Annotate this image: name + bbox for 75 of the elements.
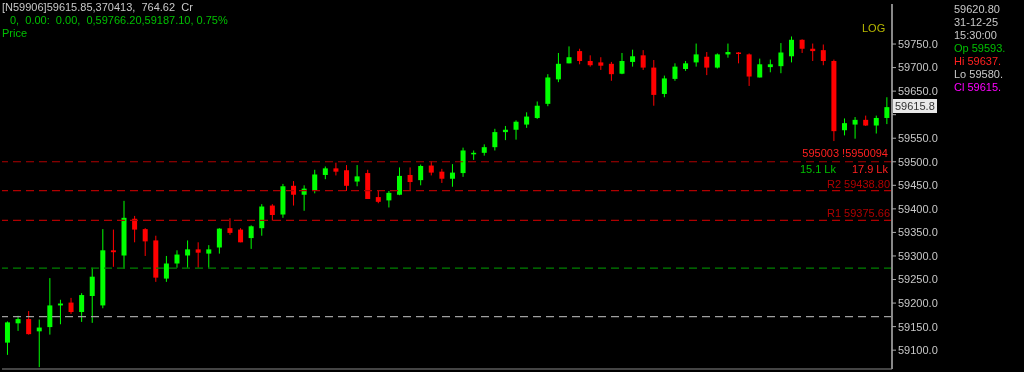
candlestick — [746, 52, 752, 87]
text: Lo 59580. — [954, 68, 1003, 80]
candlestick — [704, 51, 710, 76]
candlestick — [566, 45, 572, 64]
candlestick — [789, 36, 795, 63]
candlestick — [640, 49, 646, 71]
candlestick — [608, 61, 614, 82]
y-tick-label: 59300.0 — [898, 249, 938, 262]
y-tick-label: 59350.0 — [898, 226, 938, 239]
candlestick — [884, 96, 890, 125]
candlestick — [174, 249, 180, 269]
candlestick — [418, 164, 424, 186]
y-tick-label: 59550.0 — [898, 132, 938, 145]
candlestick — [79, 292, 85, 323]
candlestick — [449, 163, 455, 188]
candlestick — [661, 75, 667, 98]
candlestick — [248, 224, 254, 250]
candlestick — [354, 164, 360, 187]
y-tick-label: 59200.0 — [898, 296, 938, 309]
candlestick — [185, 239, 191, 269]
candlestick — [820, 44, 826, 66]
y-tick-label: 59450.0 — [898, 179, 938, 192]
candlestick — [47, 277, 53, 336]
candlestick — [4, 320, 10, 356]
y-tick-label: 59150.0 — [898, 320, 938, 333]
candlestick — [555, 52, 561, 83]
candlestick — [227, 217, 233, 236]
y-tick-label: 59250.0 — [898, 273, 938, 286]
candlestick — [333, 162, 339, 176]
candlestick — [206, 244, 212, 269]
ref-line-label: R2 59438.80 — [827, 177, 890, 190]
text: Hi 59637. — [954, 55, 1002, 67]
y-tick-label: 59750.0 — [898, 37, 938, 50]
annotation: 15.1 Lk — [799, 162, 836, 175]
ref-line-label: R1 59375.66 — [827, 207, 890, 220]
candlestick — [778, 42, 784, 74]
candlestick — [163, 255, 169, 283]
candlestick — [132, 215, 138, 243]
candlestick — [195, 241, 201, 269]
candlestick — [15, 315, 21, 332]
y-tick-label: 59500.0 — [898, 155, 938, 168]
candlestick — [259, 203, 265, 237]
candlestick — [513, 119, 519, 141]
candlestick — [492, 128, 498, 151]
y-tick-label: 59400.0 — [898, 202, 938, 215]
y-tick-label: 59700.0 — [898, 61, 938, 74]
chart-title: [N59906]59615.85,370413, 764.62 Cr — [2, 1, 193, 13]
text: Cl 59615. — [954, 81, 1002, 93]
candlestick — [396, 166, 402, 196]
candlestick — [439, 168, 445, 184]
text: Op 59593. — [954, 42, 1006, 54]
text: 59620.80 — [954, 3, 1000, 15]
candlestick — [291, 180, 297, 207]
candlestick — [89, 267, 95, 324]
annotation: Price — [2, 27, 28, 39]
annotation: 17.9 Lk — [851, 162, 888, 175]
text: 31-12-25 — [954, 16, 999, 28]
y-tick-label: 59100.0 — [898, 344, 938, 357]
candlestick — [312, 169, 318, 194]
text: 15:30:00 — [954, 29, 997, 41]
candlestick — [693, 43, 699, 68]
y-tick-label: 59650.0 — [898, 85, 938, 98]
candlestick — [460, 147, 466, 178]
candlestick — [386, 190, 392, 208]
text: 0, 0.00: 0.00, 0,59766.20,59187.10, 0.75% — [10, 14, 228, 26]
annotation: 595003 !5950094 — [802, 146, 888, 159]
candlestick — [344, 164, 350, 192]
candlestick — [407, 166, 413, 191]
candlestick — [852, 116, 858, 140]
candlestick — [216, 227, 222, 255]
annotation: 59615.8 — [893, 99, 937, 114]
candlestick — [26, 310, 32, 336]
annotation: LOG — [862, 22, 886, 34]
candlestick — [142, 227, 148, 257]
candlestick — [110, 229, 116, 268]
